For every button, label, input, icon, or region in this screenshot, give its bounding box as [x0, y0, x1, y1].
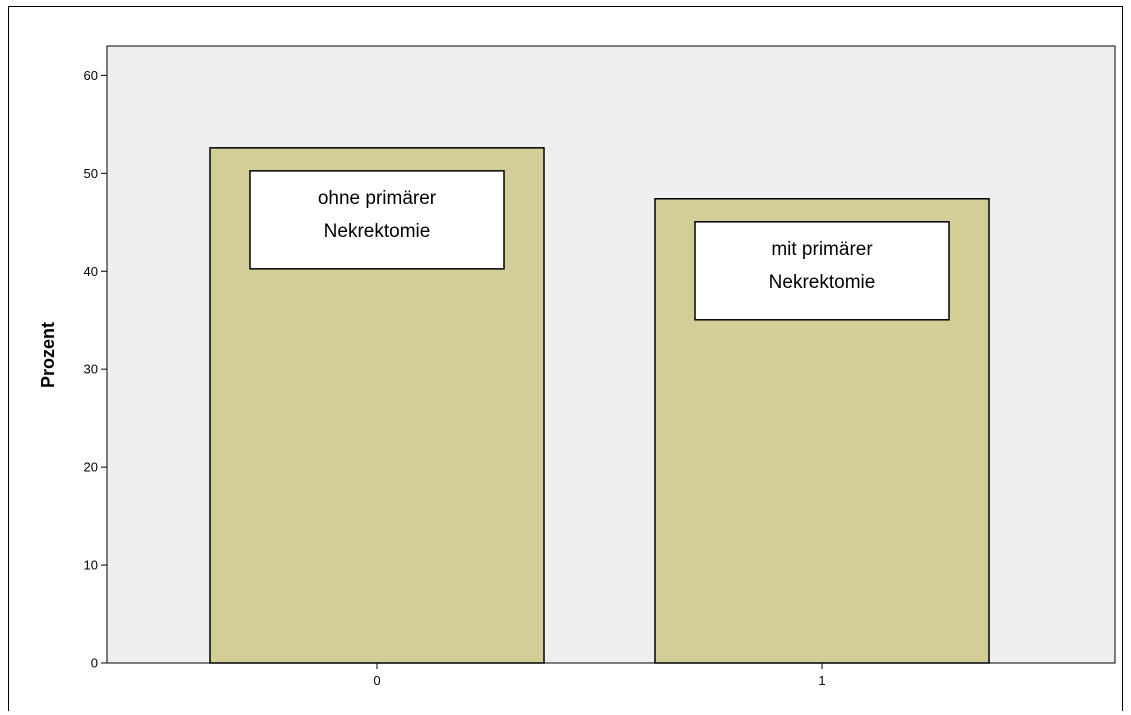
annotation-box-0 — [249, 170, 505, 270]
annotation-text: Nekrektomie — [769, 272, 876, 293]
x-tick-label: 1 — [818, 673, 825, 688]
figure-frame — [8, 6, 1123, 711]
y-tick-label: 60 — [84, 68, 98, 83]
y-tick-label: 20 — [84, 460, 98, 475]
annotation-text: ohne primärer — [318, 188, 437, 209]
y-tick-label: 30 — [84, 362, 98, 377]
y-tick-label: 50 — [84, 166, 98, 181]
annotation-text: mit primärer — [771, 239, 873, 260]
y-tick-label: 10 — [84, 558, 98, 573]
y-tick-label: 0 — [91, 656, 98, 671]
x-tick-label: 0 — [373, 673, 380, 688]
y-axis-label: Prozent — [38, 322, 58, 388]
y-tick-label: 40 — [84, 264, 98, 279]
annotation-box-1 — [694, 221, 950, 321]
annotation-text: Nekrektomie — [324, 221, 431, 242]
